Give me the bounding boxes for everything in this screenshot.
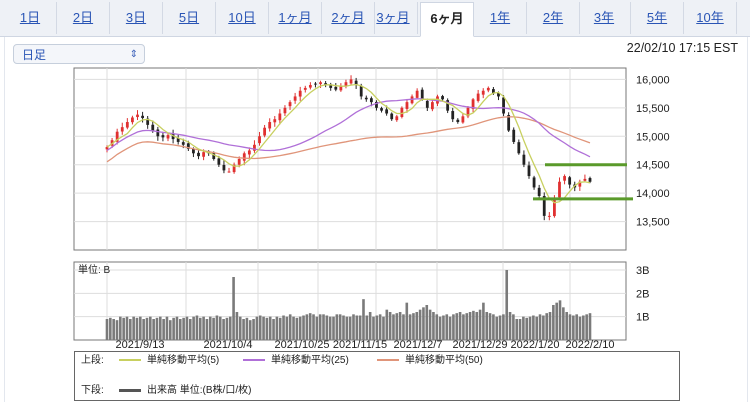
- legend-ma25-label: 単純移動平均(25): [271, 355, 349, 366]
- legend-ma50: 単純移動平均(50): [377, 354, 483, 368]
- chart-panel: [4, 37, 748, 402]
- legend-lower-label: 下段:: [81, 385, 104, 396]
- chart-type-value: 日足: [22, 48, 47, 62]
- updown-chevron-icon: ⇕: [129, 49, 138, 60]
- tab-7[interactable]: 3ヶ月: [369, 2, 418, 34]
- tab-10[interactable]: 2年: [527, 2, 580, 34]
- legend-volume-label: 出来高 単位:(B株/口/枚): [147, 385, 252, 396]
- tab-11[interactable]: 3年: [578, 2, 631, 34]
- legend-ma25: 単純移動平均(25): [243, 354, 349, 368]
- period-tab-strip: 1日 2日 3日 5日 10日 1ヶ月 2ヶ月 3ヶ月 6ヶ月 1年 2年 3年 5年 10年: [0, 0, 750, 37]
- legend-ma5-label: 単純移動平均(5): [147, 355, 220, 366]
- tab-5[interactable]: 1ヶ月: [269, 2, 322, 34]
- ma25-swatch: [243, 359, 265, 362]
- tab-0[interactable]: 1日: [4, 2, 57, 34]
- ma50-swatch: [377, 359, 399, 362]
- tab-9[interactable]: 1年: [474, 2, 527, 34]
- tab-1[interactable]: 2日: [57, 2, 110, 34]
- quote-timestamp: 22/02/10 17:15 EST: [626, 41, 738, 55]
- legend-ma5: 単純移動平均(5): [119, 354, 219, 368]
- tab-2[interactable]: 3日: [110, 2, 163, 34]
- tab-4[interactable]: 10日: [216, 2, 269, 34]
- legend-upper-label: 上段:: [81, 355, 104, 366]
- tab-13[interactable]: 10年: [684, 2, 737, 34]
- legend-volume: 出来高 単位:(B株/口/枚): [119, 384, 251, 398]
- tab-8[interactable]: 6ヶ月: [420, 2, 474, 37]
- chart-legend: 上段: 単純移動平均(5) 単純移動平均(25) 単純移動平均(50) 下段: …: [74, 351, 680, 401]
- tab-6[interactable]: 2ヶ月: [322, 2, 375, 34]
- legend-ma50-label: 単純移動平均(50): [405, 355, 483, 366]
- tab-3[interactable]: 5日: [163, 2, 216, 34]
- tab-12[interactable]: 5年: [631, 2, 684, 34]
- volume-swatch: [119, 388, 141, 392]
- ma5-swatch: [119, 359, 141, 362]
- chart-type-select[interactable]: 日足 ⇕: [13, 44, 145, 64]
